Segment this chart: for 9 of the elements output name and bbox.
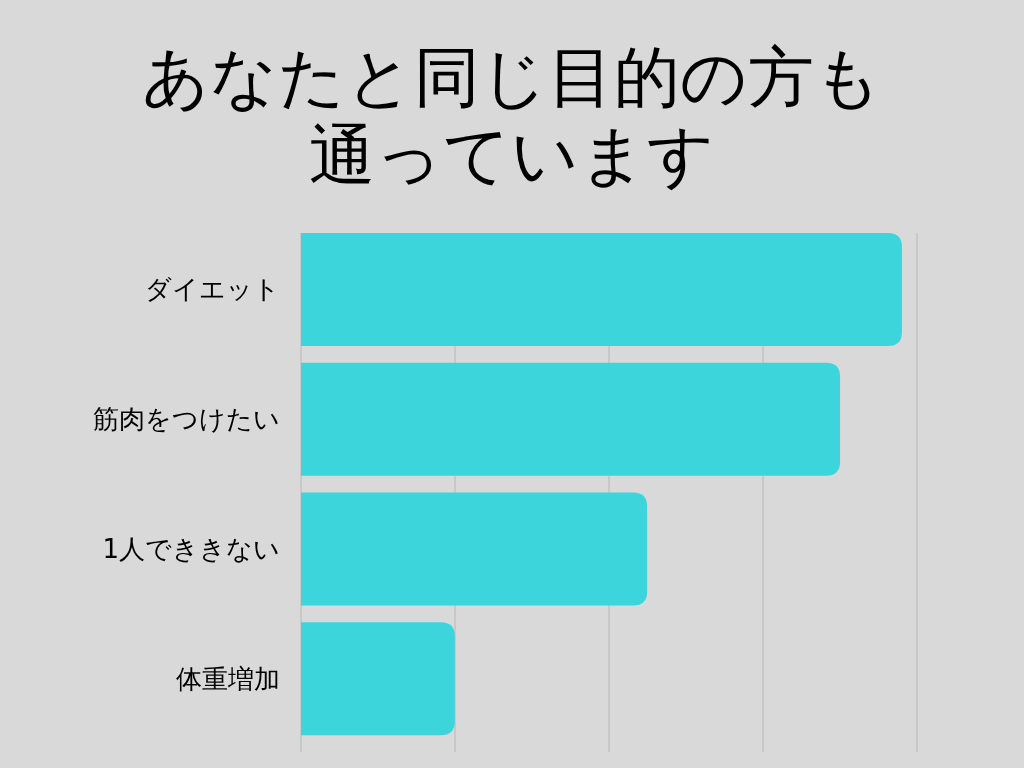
y-tick-label: 体重増加 [176, 663, 280, 694]
bar [301, 233, 902, 346]
chart-title: あなたと同じ目的の方も通っています [142, 39, 882, 194]
bar [301, 362, 841, 476]
y-tick-label: ダイエット [145, 274, 280, 305]
y-tick-label: 1人でききない [102, 533, 280, 564]
y-tick-label: 筋肉をつけたい [93, 404, 280, 435]
bar [301, 622, 455, 736]
bar [301, 492, 648, 606]
